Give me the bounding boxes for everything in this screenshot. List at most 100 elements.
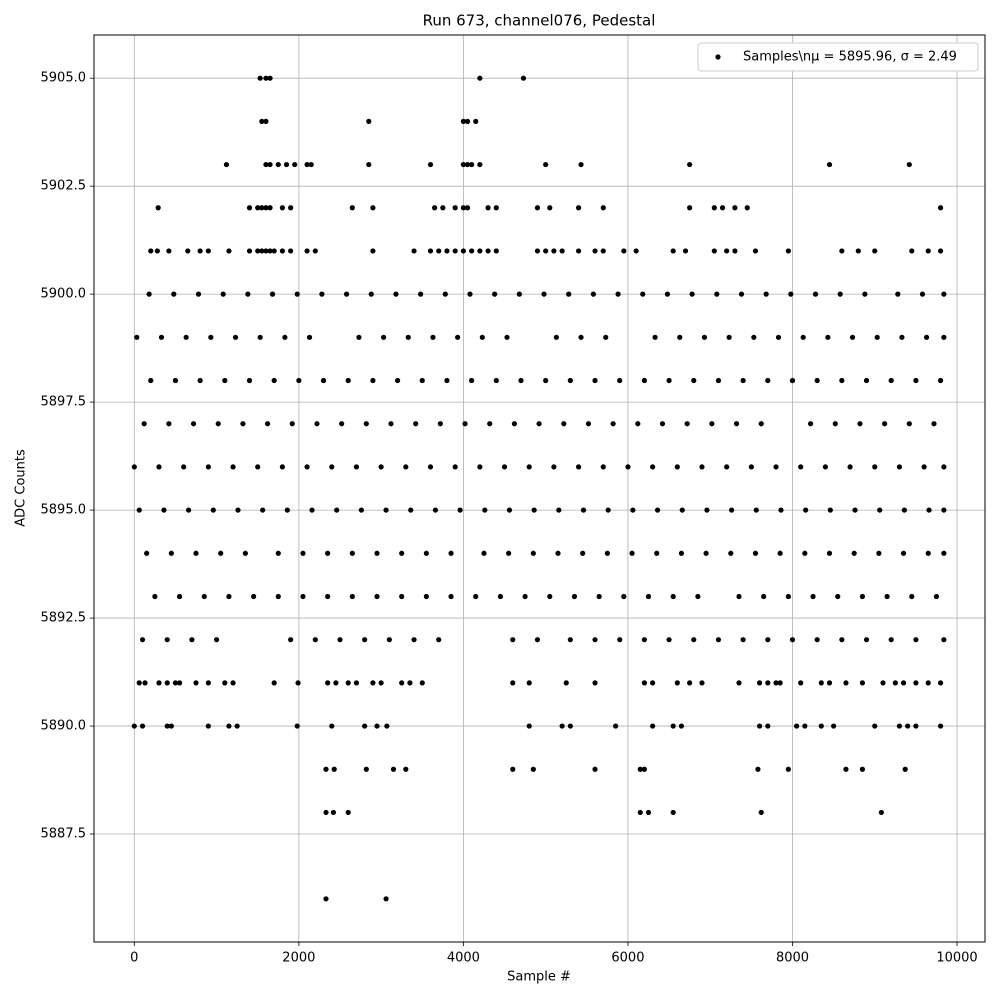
data-point (264, 421, 271, 427)
data-point (223, 161, 230, 168)
data-point (777, 550, 783, 556)
data-point (440, 205, 446, 211)
data-point (493, 377, 499, 384)
data-point (736, 680, 742, 686)
data-point (485, 205, 491, 211)
data-point (547, 205, 553, 211)
data-point (654, 507, 661, 513)
data-point (530, 550, 536, 556)
data-point (432, 507, 439, 513)
data-point (788, 291, 794, 297)
data-point (510, 637, 516, 643)
data-point (353, 464, 360, 470)
data-point (913, 680, 919, 686)
data-point (330, 809, 337, 816)
data-point (798, 680, 804, 686)
y-axis-label: ADC Counts (14, 449, 29, 527)
data-point (543, 377, 549, 384)
data-point (575, 248, 582, 254)
data-point (835, 593, 841, 600)
data-point (645, 593, 652, 600)
data-point (271, 377, 277, 384)
data-point (635, 421, 641, 427)
data-point (230, 464, 236, 470)
data-point (168, 723, 174, 729)
data-point (146, 291, 152, 297)
data-point (388, 421, 394, 427)
data-point (933, 593, 940, 600)
data-point (773, 464, 779, 470)
data-point (807, 421, 814, 427)
data-point (304, 464, 310, 470)
data-point (748, 464, 754, 470)
data-point (872, 248, 878, 254)
data-point (172, 680, 179, 686)
data-point (362, 637, 368, 643)
data-point (413, 421, 419, 427)
data-point (210, 507, 216, 513)
grid (94, 35, 985, 942)
data-point (384, 723, 390, 729)
data-point (460, 118, 466, 124)
data-point (246, 205, 253, 211)
data-point (156, 464, 162, 470)
data-point (744, 205, 750, 211)
data-point (427, 248, 434, 254)
data-point (158, 334, 165, 340)
data-point (715, 637, 722, 643)
data-point (257, 75, 263, 81)
data-point (857, 421, 863, 427)
data-point (304, 248, 310, 254)
data-point (136, 507, 142, 513)
data-point (703, 550, 709, 556)
data-point (343, 291, 350, 297)
data-point (818, 723, 824, 729)
data-point (832, 421, 838, 427)
data-point (563, 680, 569, 686)
data-point (859, 680, 866, 686)
data-point (257, 334, 263, 340)
data-point (193, 550, 199, 556)
data-point (197, 377, 203, 384)
data-point (941, 550, 947, 556)
data-point (543, 248, 549, 254)
x-tick-label: 8000 (776, 951, 809, 966)
data-point (640, 291, 646, 297)
legend-marker (715, 54, 721, 60)
data-point (383, 896, 389, 902)
data-point (687, 680, 693, 686)
data-point (477, 248, 483, 254)
data-point (288, 248, 294, 254)
data-point (362, 723, 368, 729)
legend-box (697, 42, 979, 72)
data-point (345, 680, 351, 686)
data-point (798, 464, 804, 470)
data-point (226, 248, 232, 254)
data-point (353, 680, 360, 686)
data-point (419, 680, 425, 686)
data-point (411, 248, 417, 254)
data-point (245, 291, 251, 297)
y-tick-label: 5892.5 (41, 611, 87, 626)
data-point (366, 161, 372, 168)
data-point (596, 593, 602, 600)
data-point (235, 507, 241, 513)
data-point (666, 637, 672, 643)
data-point (312, 248, 318, 254)
data-point (255, 248, 261, 254)
data-point (464, 161, 471, 168)
data-point (522, 593, 528, 600)
y-tick-label: 5890.0 (41, 719, 87, 734)
data-point (164, 637, 170, 643)
data-point (300, 550, 306, 556)
data-point (263, 205, 269, 211)
x-tick-label: 10000 (936, 951, 977, 966)
data-point (436, 637, 442, 643)
data-point (374, 550, 380, 556)
data-point (711, 205, 717, 211)
data-point (304, 161, 310, 168)
data-point (481, 550, 487, 556)
data-point (271, 248, 277, 254)
data-point (205, 464, 211, 470)
y-tick-label: 5905.0 (41, 71, 87, 86)
